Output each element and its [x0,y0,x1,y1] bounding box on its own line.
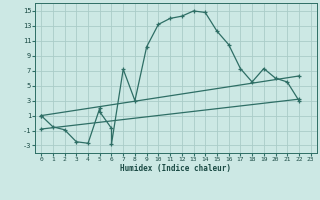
X-axis label: Humidex (Indice chaleur): Humidex (Indice chaleur) [120,164,231,173]
